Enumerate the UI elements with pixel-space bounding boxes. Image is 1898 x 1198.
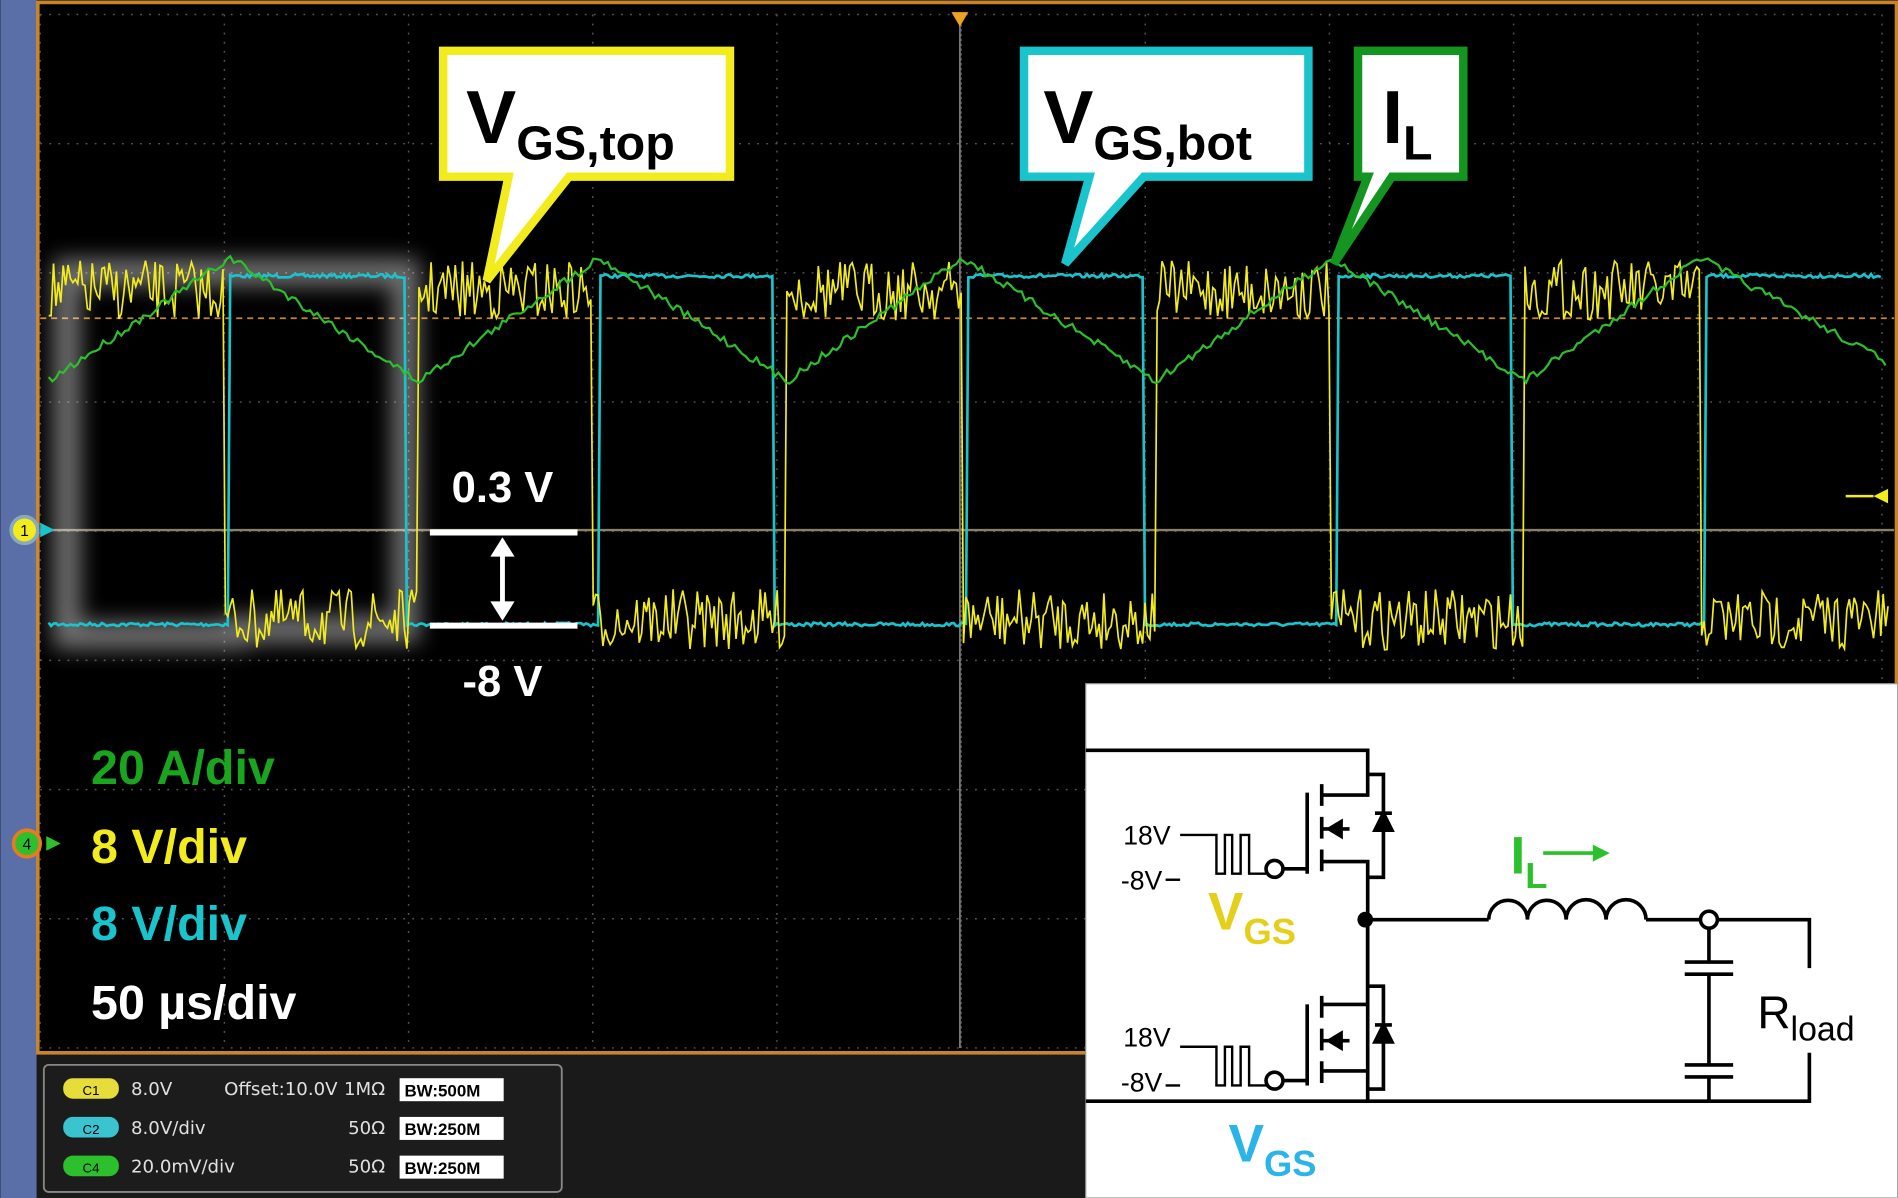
voltage-label: 18V	[1123, 821, 1171, 851]
channel-id: C2	[83, 1122, 100, 1137]
voltage-label: -8V	[1121, 1068, 1163, 1098]
channel-impedance: 50Ω	[348, 1118, 385, 1139]
scale-label: 20 A/div	[91, 741, 275, 795]
scale-label: 50 µs/div	[91, 976, 297, 1030]
scope-screenshot: VGS,top VGS,bot IL 0.3 V -8 V 20 A/div 8…	[0, 0, 1898, 1198]
channel-id: C1	[83, 1083, 100, 1098]
measure-label: -8 V	[463, 658, 543, 706]
voltage-label: 18V	[1123, 1023, 1171, 1053]
gate-terminal	[1266, 860, 1283, 877]
channel-offset: Offset:10.0V	[224, 1079, 338, 1100]
measure-label: 0.3 V	[452, 464, 554, 512]
node	[1700, 911, 1717, 928]
channel-bandwidth: BW:500M	[404, 1081, 480, 1100]
channel-bandwidth: BW:250M	[404, 1120, 480, 1139]
channel-bandwidth: BW:250M	[404, 1159, 480, 1178]
scale-label: 8 V/div	[91, 897, 247, 951]
page: { "callouts": [ {"main": "V", "sub": "GS…	[0, 0, 1898, 1198]
channel-id: C4	[83, 1161, 100, 1176]
channel-scale: 8.0V/div	[131, 1118, 206, 1139]
voltage-label: -8V	[1121, 865, 1163, 895]
marker-label: 4	[23, 836, 32, 853]
scale-label: 8 V/div	[91, 820, 247, 874]
channel-scale: 20.0mV/div	[131, 1157, 235, 1178]
node	[1359, 914, 1371, 926]
gate-terminal	[1266, 1072, 1283, 1089]
channel-impedance: 50Ω	[348, 1157, 385, 1178]
marker-label: 1	[20, 523, 29, 540]
channel-scale: 8.0V	[131, 1079, 173, 1100]
channel-impedance: 1MΩ	[344, 1079, 385, 1100]
